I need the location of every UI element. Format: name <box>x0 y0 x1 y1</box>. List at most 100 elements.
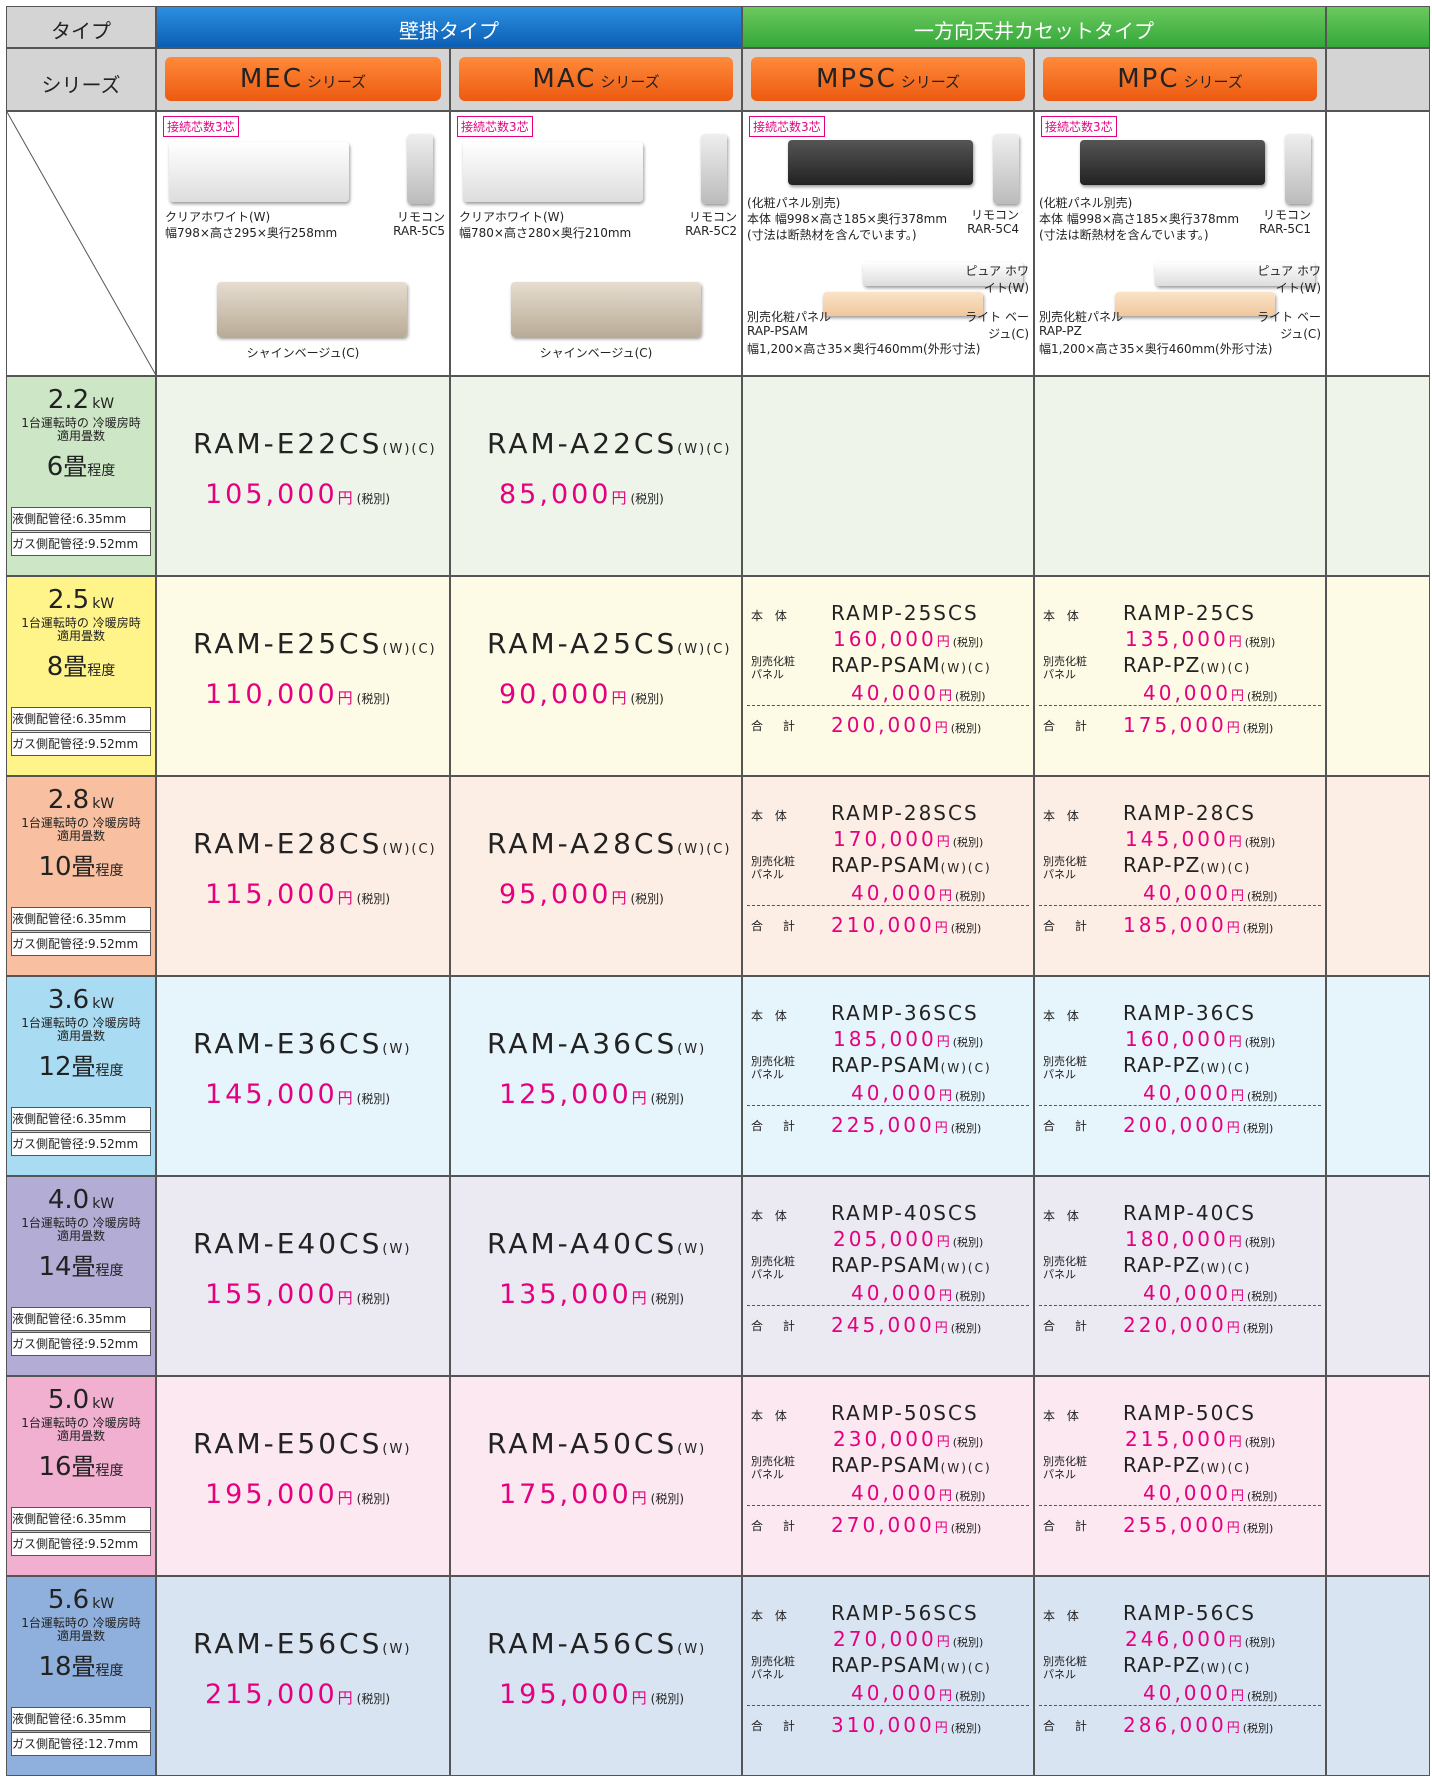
model: RAMP-56CS <box>1123 1601 1256 1625</box>
price-value: 145,000 <box>205 1079 338 1110</box>
divider <box>747 1705 1029 1706</box>
price-cell: 本 体 RAMP-40SCS 205,000円 (税別) 別売化粧 パネル RAP-PSA… <box>742 1176 1034 1376</box>
tax: (税別) <box>1247 1490 1278 1503</box>
header-cell: MPC シリーズ <box>1034 48 1326 111</box>
caption: シャインベージュ(C) <box>246 346 360 360</box>
header-cell: MEC シリーズ <box>156 48 450 111</box>
pipe: 液側配管径:6.35mm <box>11 707 151 731</box>
price-cell <box>1326 976 1430 1176</box>
price-value: 270,000 <box>831 1513 935 1537</box>
price: 105,000円 (税別) <box>205 479 390 510</box>
model-name: RAM-A40CS <box>487 1227 678 1260</box>
tax: (税別) <box>356 492 391 506</box>
series-pill: MPC シリーズ <box>1043 57 1317 101</box>
model-variant: (W)(C) <box>382 442 437 457</box>
kw-unit: kW <box>92 1196 115 1212</box>
tax: (税別) <box>955 690 986 703</box>
yen: 円 <box>934 1321 948 1336</box>
label: 合 計 <box>1043 1319 1095 1333</box>
label: 本 体 <box>1043 1209 1083 1223</box>
tax: (税別) <box>952 1036 984 1049</box>
model: RAM-E25CS(W)(C) <box>193 627 437 660</box>
caption: リモコン <box>970 208 1019 222</box>
price-value: 185,000 <box>1123 913 1227 937</box>
yen: 円 <box>1230 1289 1244 1304</box>
diagonal-cell <box>6 111 158 378</box>
pipe: ガス側配管径:9.52mm <box>11 1332 151 1356</box>
model-variant: (W) <box>677 1642 707 1657</box>
price-value: 40,000 <box>1143 681 1231 705</box>
caption: (化粧パネル別売) <box>1039 196 1133 210</box>
caption: (寸法は断熱材を含んでいます。) <box>1039 228 1209 242</box>
caption: 本体 幅998×高さ185×奥行378mm <box>1039 212 1240 226</box>
price-value: 40,000 <box>851 681 939 705</box>
model: RAP-PSAM(W)(C) <box>831 653 992 677</box>
unit-icon <box>511 282 701 337</box>
model: RAMP-50CS <box>1123 1401 1256 1425</box>
pipe: ガス側配管径:9.52mm <box>11 1132 151 1156</box>
model: RAP-PZ(W)(C) <box>1123 653 1251 677</box>
tatami-value: 14 <box>38 1252 72 1282</box>
price: 40,000円 (税別) <box>1143 1681 1278 1705</box>
price-value: 155,000 <box>205 1279 338 1310</box>
tatami-suffix: 程度 <box>95 1663 124 1679</box>
divider <box>747 1305 1029 1306</box>
capacity-cell: 5.6 kW 1台運転時の 冷暖房時適用畳数 18畳程度 液側配管径:6.35mm ガス側… <box>6 1576 156 1776</box>
divider <box>1039 1105 1321 1106</box>
yen: 円 <box>1228 1635 1242 1650</box>
tax: (税別) <box>630 892 664 906</box>
price-cell: 本 体 RAMP-36CS 160,000円 (税別) 別売化粧 パネル RAP-PZ(W… <box>1034 976 1326 1176</box>
product-cell: 接続芯数3芯 (化粧パネル別売) 本体 幅998×高さ185×奥行378mm (寸法は… <box>1034 111 1326 376</box>
price-cell: RAM-E25CS(W)(C) 110,000円 (税別) <box>156 576 450 776</box>
model-name: RAM-E56CS <box>193 1627 383 1660</box>
price-value: 180,000 <box>1125 1227 1229 1251</box>
model-name: RAP-PZ <box>1123 1653 1201 1677</box>
tatami: 14畳程度 <box>7 1247 155 1282</box>
tax: (税別) <box>952 1636 984 1649</box>
price-cell: RAM-A22CS(W)(C) 85,000円 (税別) <box>450 376 742 576</box>
price: 215,000円 (税別) <box>205 1679 390 1710</box>
model-name: RAM-A36CS <box>487 1027 678 1060</box>
kw-value: 5.0 <box>47 1385 90 1415</box>
label: 合 計 <box>751 1719 803 1733</box>
price: 40,000円 (税別) <box>1143 881 1278 905</box>
model-variant: (W) <box>382 1642 412 1657</box>
model-variant: (W) <box>382 1242 412 1257</box>
yen: 円 <box>611 889 627 907</box>
model-variant: (W)(C) <box>382 842 437 857</box>
yen: 円 <box>936 635 950 650</box>
price-value: 225,000 <box>831 1113 935 1137</box>
model-name: RAP-PZ <box>1123 853 1201 877</box>
tatami-value: 16 <box>38 1452 72 1482</box>
remote-icon <box>407 134 433 204</box>
tax: (税別) <box>356 892 391 906</box>
price-value: 40,000 <box>851 1481 939 1505</box>
tax: (税別) <box>1244 1236 1276 1249</box>
model-name: RAP-PZ <box>1123 1253 1201 1277</box>
price-value: 40,000 <box>851 881 939 905</box>
model-name: RAM-E36CS <box>193 1027 383 1060</box>
model-variant: (W)(C) <box>1200 661 1252 675</box>
tax: (税別) <box>950 722 982 735</box>
price: 40,000円 (税別) <box>851 881 986 905</box>
price-cell <box>1034 376 1326 576</box>
price-value: 215,000 <box>205 1679 338 1710</box>
yen: 円 <box>938 689 952 704</box>
yen: 円 <box>1230 1489 1244 1504</box>
price: 180,000円 (税別) <box>1125 1227 1275 1251</box>
unit-icon <box>788 140 973 185</box>
yen: 円 <box>938 1289 952 1304</box>
divider <box>747 705 1029 706</box>
kw-unit: kW <box>92 1396 115 1412</box>
price-cell: RAM-E50CS(W) 195,000円 (税別) <box>156 1376 450 1576</box>
kw-unit: kW <box>92 996 115 1012</box>
yen: 円 <box>1228 635 1242 650</box>
tax: (税別) <box>950 1522 982 1535</box>
unit-icon <box>169 142 349 202</box>
tax: (税別) <box>1242 1122 1274 1135</box>
tax: (税別) <box>1244 1636 1276 1649</box>
capacity-cell: 2.5 kW 1台運転時の 冷暖房時適用畳数 8畳程度 液側配管径:6.35mm ガス側配… <box>6 576 156 776</box>
capacity-cell: 5.0 kW 1台運転時の 冷暖房時適用畳数 16畳程度 液側配管径:6.35mm ガス側… <box>6 1376 156 1576</box>
price-value: 230,000 <box>833 1427 937 1451</box>
yen: 円 <box>1228 1235 1242 1250</box>
